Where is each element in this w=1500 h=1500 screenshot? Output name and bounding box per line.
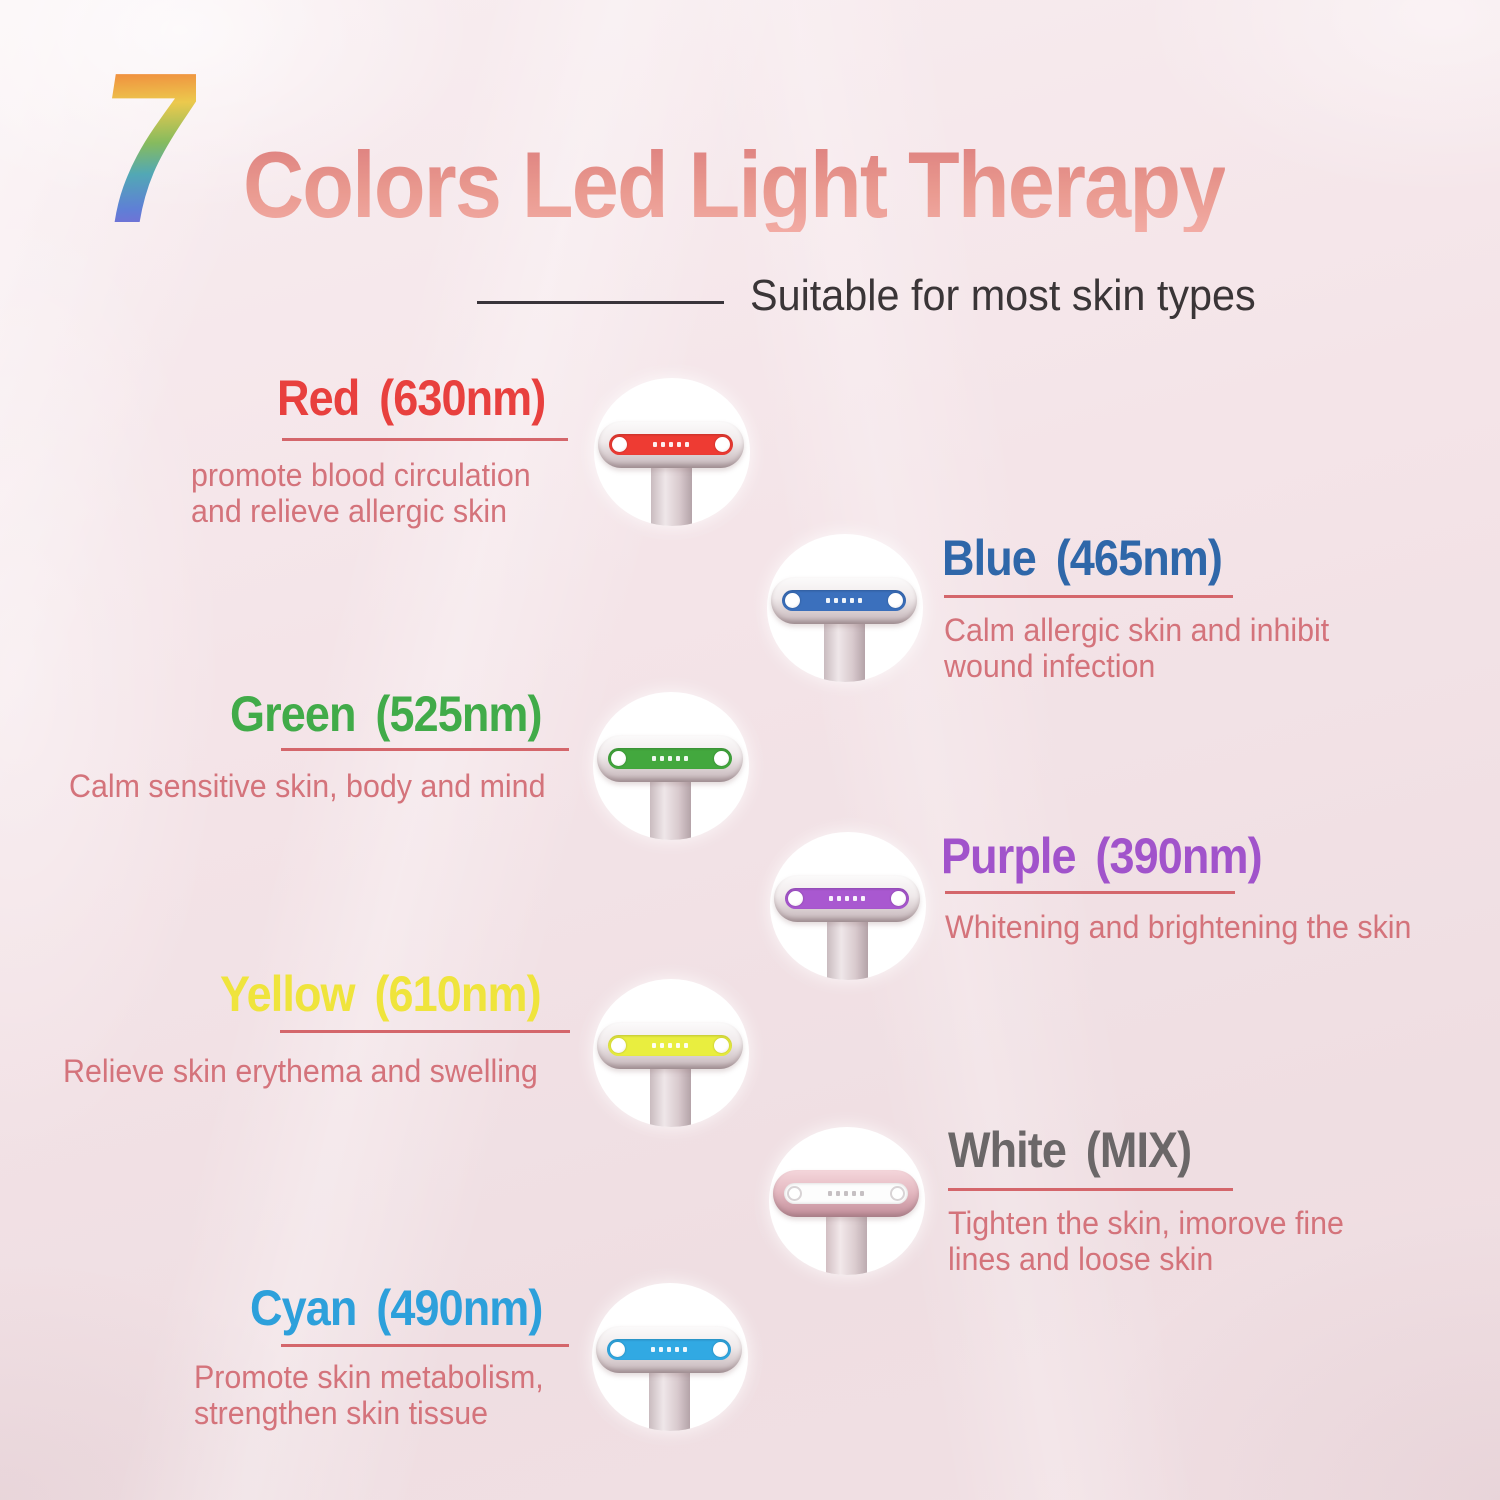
device-photo-purple: [770, 832, 926, 980]
led-band: [782, 590, 906, 611]
entry-heading-blue: Blue (465nm): [942, 530, 1223, 586]
wand-head: [597, 1022, 743, 1069]
led-bulb-right: [713, 1342, 728, 1357]
heading-underline-yellow: [280, 1030, 570, 1033]
device-photo-blue: [767, 534, 923, 682]
led-dots: [828, 1191, 864, 1196]
subtitle: Suitable for most skin types: [750, 271, 1256, 320]
wavelength: (390nm): [1095, 828, 1262, 884]
led-dots: [652, 756, 688, 761]
led-bulb-left: [785, 593, 800, 608]
entry-heading-cyan: Cyan (490nm): [250, 1283, 543, 1333]
led-dots: [829, 896, 865, 901]
subtitle-dash: [477, 301, 724, 304]
entry-description-cyan: Promote skin metabolism, strengthen skin …: [194, 1359, 544, 1431]
wand-handle: [826, 1213, 867, 1275]
led-band: [785, 888, 909, 909]
entry-heading-green: Green (525nm): [230, 686, 543, 742]
heading-underline-cyan: [281, 1344, 569, 1347]
color-name: Purple: [941, 828, 1077, 884]
entry-heading-white: White (MIX): [948, 1122, 1192, 1178]
wavelength: (525nm): [375, 686, 542, 742]
wand-head: [598, 421, 744, 468]
led-bulb-right: [714, 751, 729, 766]
led-bulb-left: [787, 1186, 802, 1201]
wavelength: (610nm): [374, 966, 541, 1022]
heading-underline-purple: [945, 891, 1235, 894]
device-photo-white: [769, 1127, 925, 1275]
led-bulb-right: [888, 593, 903, 608]
entry-description-blue: Calm allergic skin and inhibit wound infe…: [944, 612, 1330, 684]
wand-head: [774, 875, 920, 922]
led-band: [607, 1339, 731, 1360]
device-photo-yellow: [593, 979, 749, 1127]
wand-handle: [824, 620, 865, 682]
led-dots: [653, 442, 689, 447]
entry-description-yellow: Relieve skin erythema and swelling: [63, 1053, 538, 1089]
device-photo-green: [593, 692, 749, 840]
wand-handle: [651, 464, 692, 526]
entry-description-red: promote blood circulation and relieve all…: [191, 457, 531, 529]
entry-description-white: Tighten the skin, imorove fine lines and …: [948, 1205, 1344, 1277]
led-bulb-left: [612, 437, 627, 452]
wand-handle: [650, 1065, 691, 1127]
heading-underline-blue: [944, 595, 1233, 598]
led-dots: [651, 1347, 687, 1352]
wand-head: [771, 577, 917, 624]
device-photo-cyan: [592, 1283, 748, 1431]
led-bulb-left: [610, 1342, 625, 1357]
wand-handle: [649, 1369, 690, 1431]
wavelength: (465nm): [1055, 530, 1223, 586]
heading-underline-green: [281, 748, 569, 751]
device-photo-red: [594, 378, 750, 526]
color-name: Red: [277, 370, 360, 426]
heading-underline-white: [948, 1188, 1233, 1191]
led-bulb-right: [890, 1186, 905, 1201]
entry-description-green: Calm sensitive skin, body and mind: [69, 768, 546, 804]
led-bulb-right: [891, 891, 906, 906]
wand-head: [596, 1326, 742, 1373]
color-name: Yellow: [220, 966, 356, 1022]
led-bulb-left: [611, 1038, 626, 1053]
page-title: Colors Led Light Therapy: [243, 132, 1226, 237]
color-name: Green: [230, 686, 356, 742]
led-dots: [652, 1043, 688, 1048]
color-name: Blue: [942, 530, 1037, 586]
led-band: [608, 748, 732, 769]
led-band: [608, 1035, 732, 1056]
led-band: [784, 1183, 908, 1204]
wand-head: [597, 735, 743, 782]
led-bulb-right: [715, 437, 730, 452]
wand-handle: [650, 778, 691, 840]
entry-description-purple: Whitening and brightening the skin: [945, 909, 1412, 945]
wand-head: [773, 1170, 919, 1217]
led-dots: [826, 598, 862, 603]
rainbow-number: 7: [100, 27, 196, 268]
led-bulb-right: [714, 1038, 729, 1053]
wavelength: (630nm): [379, 370, 546, 426]
entry-heading-red: Red (630nm): [277, 370, 546, 426]
wavelength: (490nm): [376, 1280, 543, 1336]
heading-underline-red: [282, 438, 568, 441]
wavelength: (MIX): [1085, 1122, 1192, 1178]
color-name: Cyan: [250, 1280, 357, 1336]
led-bulb-left: [611, 751, 626, 766]
entry-heading-yellow: Yellow (610nm): [220, 966, 542, 1022]
entry-heading-purple: Purple (390nm): [941, 828, 1263, 884]
color-name: White: [948, 1122, 1067, 1178]
led-band: [609, 434, 733, 455]
wand-handle: [827, 918, 868, 980]
led-bulb-left: [788, 891, 803, 906]
